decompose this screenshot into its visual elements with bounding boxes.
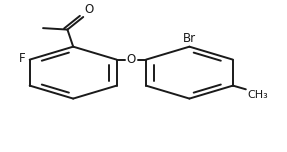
Text: Br: Br [183,32,196,45]
Text: CH₃: CH₃ [247,90,268,100]
Text: O: O [127,53,136,66]
Text: F: F [19,52,26,65]
Text: O: O [85,2,94,16]
